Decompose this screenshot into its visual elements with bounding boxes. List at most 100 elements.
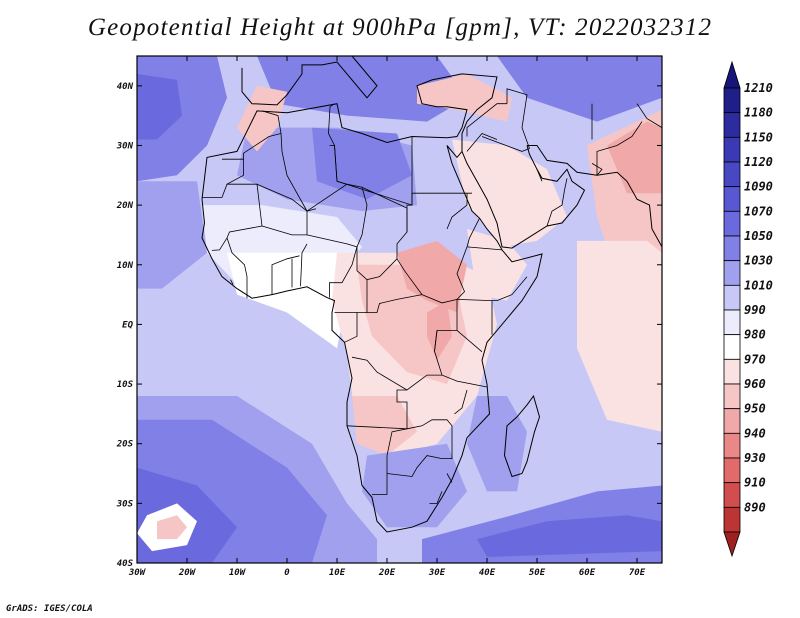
credit-text: GrADS: IGES/COLA xyxy=(6,604,93,614)
lat-tick-label: EQ xyxy=(122,320,133,330)
country-border xyxy=(202,158,244,198)
colorbar-swatch xyxy=(723,112,741,138)
colorbar-swatch xyxy=(723,506,741,533)
lon-tick-label: 0 xyxy=(284,568,290,578)
colorbar-label: 1050 xyxy=(744,229,773,243)
country-border xyxy=(466,133,498,152)
colorbar-label: 910 xyxy=(744,476,766,490)
country-border xyxy=(306,183,368,248)
colorbar-swatch xyxy=(723,309,741,336)
country-border xyxy=(386,419,453,477)
colorbar-label: 930 xyxy=(744,451,766,465)
country-border xyxy=(636,103,662,128)
field-region-north-atlantic-core xyxy=(137,73,182,140)
colorbar-label: 1150 xyxy=(744,130,773,144)
colorbar-label: 1010 xyxy=(744,278,773,292)
colorbar-label: 980 xyxy=(744,328,766,342)
lat-tick-label: 40N xyxy=(117,82,134,92)
country-border xyxy=(366,279,423,313)
height-field xyxy=(137,56,662,563)
coastline-africa xyxy=(201,73,543,533)
lat-tick-label: 10N xyxy=(117,261,134,271)
country-border xyxy=(300,243,308,287)
colorbar-swatch xyxy=(723,210,741,237)
country-border xyxy=(256,183,308,236)
country-border xyxy=(536,169,543,182)
field-region-maghreb-low xyxy=(237,85,287,152)
country-border xyxy=(372,473,388,495)
colorbar-swatch xyxy=(723,358,741,385)
lon-tick-label: 60E xyxy=(579,568,596,578)
colorbar-swatch xyxy=(723,235,741,262)
country-border xyxy=(456,330,483,353)
colorbar-swatch xyxy=(723,136,741,163)
colorbar-swatch xyxy=(723,260,741,286)
colorbar-label: 1070 xyxy=(744,204,773,218)
field-region-tristan-low-core xyxy=(157,515,187,540)
colorbar: 1210 1180 1150 1120 1090 1070 1050 1030 1010 990 9… xyxy=(723,60,773,558)
field-region-sudan-low xyxy=(397,240,467,313)
country-border xyxy=(421,218,480,304)
country-border xyxy=(591,163,603,176)
lon-tick-label: 10E xyxy=(329,568,346,578)
lat-tick-label: 30S xyxy=(116,499,134,509)
country-border xyxy=(230,279,234,285)
colorbar-swatch xyxy=(723,383,741,410)
country-border xyxy=(446,473,453,483)
field-region-central-asia-high xyxy=(497,56,662,122)
lat-tick-label: 20N xyxy=(116,201,134,211)
colorbar-label: 1030 xyxy=(744,254,773,268)
colorbar-swatch xyxy=(723,482,741,508)
field-region-arabian-sea-low xyxy=(577,240,662,432)
lon-tick-label: 50E xyxy=(529,568,546,578)
coastline-persia xyxy=(527,145,662,248)
colorbar-swatch xyxy=(723,457,741,484)
field-region-mediterranean-high xyxy=(257,56,467,122)
colorbar-label: 890 xyxy=(744,500,766,514)
lat-tick-label: 10S xyxy=(117,380,134,390)
field-region-indian-ocean-core xyxy=(477,515,662,557)
country-border xyxy=(596,121,643,176)
country-border xyxy=(481,136,530,152)
lon-tick-label: 20E xyxy=(378,568,396,578)
colorbar-swatch xyxy=(723,87,741,114)
lon-tick-label: 20W xyxy=(178,568,197,578)
plot-frame xyxy=(136,55,663,564)
colorbar-swatch xyxy=(723,284,741,311)
country-border xyxy=(226,237,248,299)
lon-tick-label: 10W xyxy=(229,568,247,578)
country-borders xyxy=(202,88,662,504)
country-border xyxy=(344,312,358,343)
lat-tick-label: 20S xyxy=(116,440,134,450)
lon-tick-label: 40E xyxy=(479,568,496,578)
country-border xyxy=(211,237,228,251)
country-border xyxy=(329,246,358,298)
field-region-turkey-low xyxy=(417,73,512,122)
lon-tick-label: 70E xyxy=(629,568,646,578)
country-border xyxy=(271,255,300,295)
country-border xyxy=(456,276,528,302)
country-border xyxy=(546,178,568,227)
country-border xyxy=(361,186,423,295)
coastline-madagascar xyxy=(503,394,541,478)
colorbar-swatch xyxy=(723,186,741,212)
colorbar-label: 990 xyxy=(744,303,766,317)
country-border xyxy=(466,103,507,137)
country-border xyxy=(351,356,408,391)
colorbar-label: 1090 xyxy=(744,180,773,194)
colorbar-swatch xyxy=(723,334,741,360)
colorbar-label: 970 xyxy=(744,352,766,366)
field-region-gulf-guinea xyxy=(227,252,347,349)
colorbar-swatch xyxy=(723,161,741,188)
country-border xyxy=(346,425,408,430)
colorbar-label: 1210 xyxy=(744,81,773,95)
lon-tick-label: 30W xyxy=(128,568,147,578)
country-border xyxy=(280,133,317,212)
colorbar-label: 1120 xyxy=(744,155,773,169)
field-region-angola-low xyxy=(352,396,417,456)
field-region-madagascar-channel xyxy=(467,396,527,492)
country-border xyxy=(506,88,530,149)
coastline-europe xyxy=(241,56,378,106)
